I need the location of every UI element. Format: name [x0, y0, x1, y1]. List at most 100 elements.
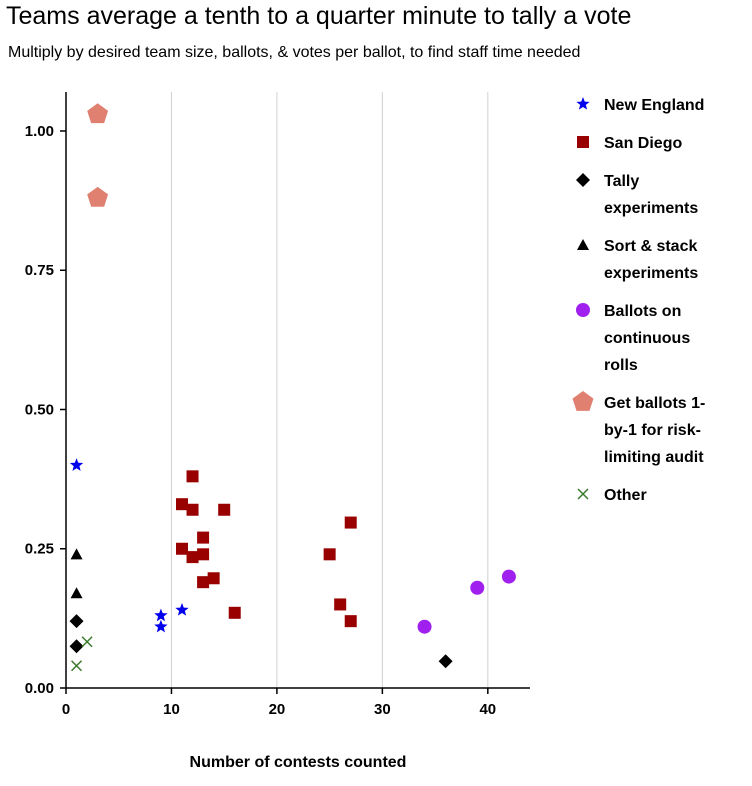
legend-label-line: continuous	[604, 330, 691, 347]
x-axis-label: Number of contests counted	[189, 754, 407, 771]
x-tick-label: 10	[163, 701, 180, 718]
x-tick-label: 20	[269, 701, 286, 718]
data-point	[154, 608, 168, 622]
legend-label-line: experiments	[604, 200, 699, 217]
circle-marker-icon	[570, 298, 596, 322]
legend-marker-svg	[576, 303, 590, 317]
data-point	[175, 603, 189, 616]
legend-marker-svg	[576, 97, 590, 110]
legend-label-line: experiments	[604, 265, 699, 282]
legend-marker-shape	[577, 136, 589, 148]
legend-marker-svg	[577, 239, 589, 250]
legend-item: Other	[570, 482, 750, 509]
data-point	[470, 580, 485, 595]
legend-label: New England	[604, 92, 726, 119]
data-point	[228, 606, 241, 619]
legend-item: Sort & stack experiments	[570, 233, 750, 287]
legend-label-line: Get ballots 1-	[604, 395, 706, 412]
legend-marker-svg	[577, 136, 589, 148]
legend-marker-shape	[576, 173, 590, 187]
x-tick-label: 30	[374, 701, 391, 718]
legend-item: Ballots on continuous rolls	[570, 298, 750, 379]
data-point	[197, 531, 210, 544]
legend-label-line: Other	[604, 487, 647, 504]
chart-title: Teams average a tenth to a quarter minut…	[6, 2, 632, 30]
data-point	[186, 503, 199, 516]
data-point	[69, 614, 84, 629]
legend-label-line: New England	[604, 97, 705, 114]
pentagon-marker-icon	[570, 390, 596, 414]
data-point	[438, 654, 453, 669]
legend-label: Get ballots 1- by-1 for risk-limiting aud…	[604, 390, 726, 471]
legend-item: Tally experiments	[570, 168, 750, 222]
series-pentagon	[87, 103, 109, 207]
x-marker-icon	[570, 482, 596, 506]
legend-label: Sort & stack experiments	[604, 233, 726, 287]
data-point	[154, 619, 168, 633]
x-tick-label: 0	[62, 701, 70, 718]
square-marker-icon	[570, 130, 596, 154]
data-point	[344, 516, 357, 529]
legend-label-line: limiting audit	[604, 449, 704, 466]
legend-marker-shape	[577, 239, 589, 250]
x-tick-label: 40	[479, 701, 496, 718]
legend-marker-svg	[576, 173, 590, 187]
data-point	[87, 186, 109, 207]
legend-item: San Diego	[570, 130, 750, 157]
y-tick-label: 0.50	[25, 401, 54, 418]
data-point	[87, 103, 109, 124]
series-star	[69, 458, 189, 633]
legend-label: San Diego	[604, 130, 726, 157]
legend-marker-shape	[576, 97, 590, 110]
legend-label-line: by-1 for risk-	[604, 422, 701, 439]
data-point	[344, 615, 357, 628]
data-point	[417, 619, 432, 634]
data-point	[81, 636, 93, 648]
chart-subtitle: Multiply by desired team size, ballots, …	[8, 44, 581, 61]
data-point	[69, 458, 84, 471]
data-point	[176, 542, 188, 555]
legend-label: Ballots on continuous rolls	[604, 298, 726, 379]
legend-label: Tally experiments	[604, 168, 726, 222]
data-point	[197, 576, 210, 589]
legend-marker-svg	[572, 391, 594, 411]
legend: New England San Diego Tally experiments Sort…	[570, 92, 750, 520]
data-point	[69, 639, 84, 654]
series-square	[176, 470, 357, 628]
data-point	[70, 548, 83, 560]
data-point	[207, 572, 220, 585]
data-point	[334, 598, 347, 611]
series-x	[71, 636, 93, 672]
series-circle	[417, 569, 516, 634]
data-point	[323, 548, 336, 561]
data-point	[197, 548, 210, 561]
legend-item: New England	[570, 92, 750, 119]
legend-label-line: rolls	[604, 357, 638, 374]
legend-label: Other	[604, 482, 726, 509]
legend-label-line: Sort & stack	[604, 238, 698, 255]
legend-marker-shape	[576, 303, 590, 317]
triangle-marker-icon	[570, 233, 596, 257]
legend-label-line: San Diego	[604, 135, 683, 152]
diamond-marker-icon	[570, 168, 596, 192]
legend-item: Get ballots 1- by-1 for risk-limiting aud…	[570, 390, 750, 471]
data-point	[71, 660, 83, 672]
legend-label-line: Ballots on	[604, 303, 682, 320]
data-point	[186, 470, 199, 483]
series-diamond	[69, 614, 453, 669]
legend-label-line: Tally	[604, 173, 640, 190]
legend-marker-svg	[577, 488, 589, 500]
y-tick-label: 0.00	[25, 680, 54, 697]
data-point	[176, 498, 188, 511]
series-triangle	[70, 548, 83, 599]
data-point	[70, 587, 83, 599]
data-point	[501, 569, 516, 584]
y-tick-label: 1.00	[25, 123, 54, 140]
data-point	[186, 551, 199, 564]
y-tick-label: 0.25	[25, 541, 54, 558]
legend-marker-shape	[577, 488, 589, 500]
y-tick-label: 0.75	[25, 262, 54, 279]
legend-marker-shape	[572, 391, 594, 411]
data-point	[218, 503, 231, 516]
